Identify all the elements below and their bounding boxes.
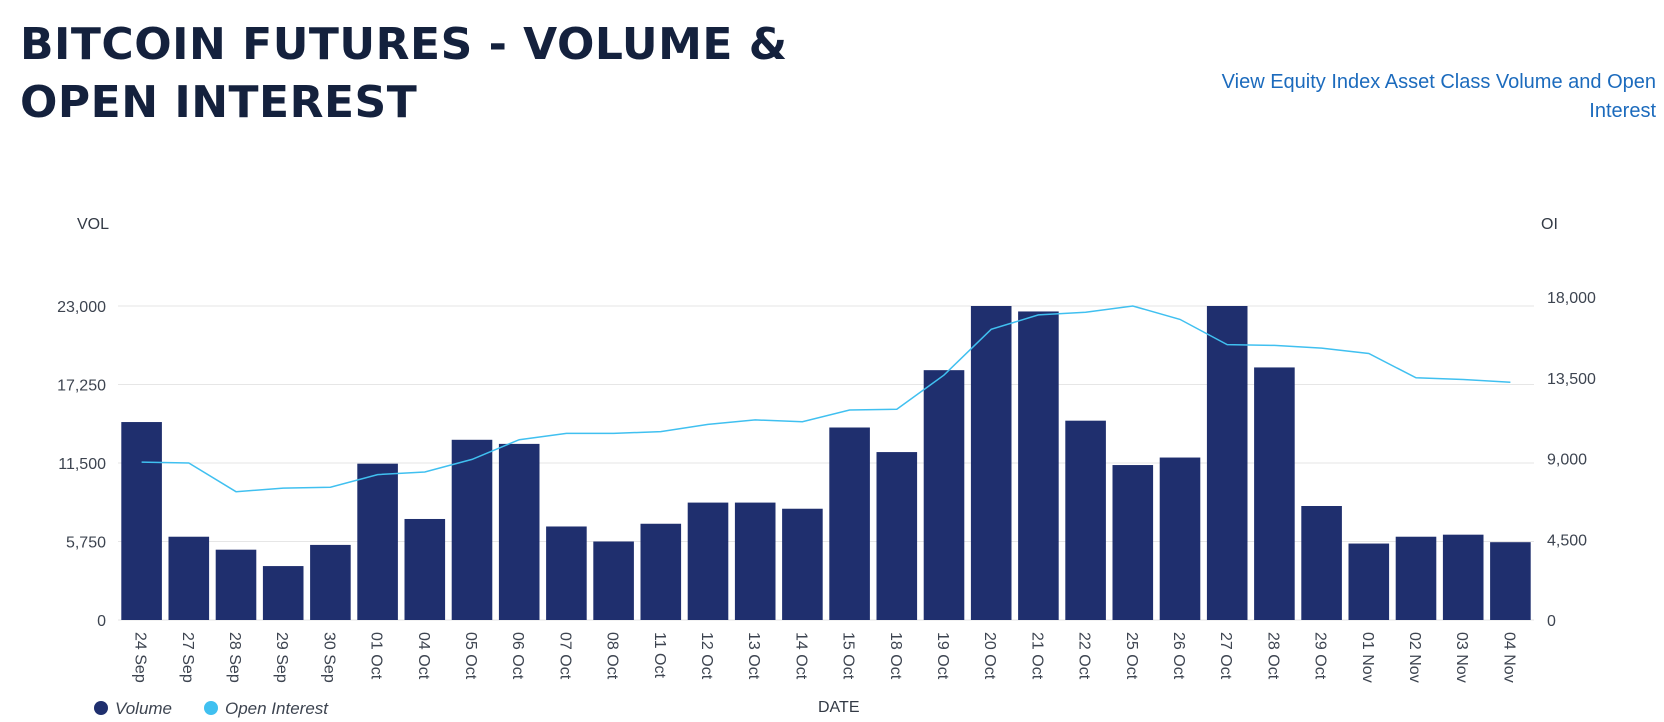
equity-index-link[interactable]: View Equity Index Asset Class Volume and… <box>1221 71 1656 122</box>
x-tick-label: 28 Oct <box>1264 632 1281 680</box>
x-tick-label: 01 Nov <box>1359 632 1376 683</box>
volume-bar[interactable] <box>593 541 634 621</box>
x-tick-label: 05 Oct <box>462 632 479 680</box>
x-tick-label: 12 Oct <box>698 632 715 680</box>
x-tick-label: 22 Oct <box>1076 632 1093 680</box>
volume-bar[interactable] <box>1301 506 1342 620</box>
chart-grid <box>118 305 1534 621</box>
legend-volume-marker <box>94 701 108 715</box>
legend-open-interest-label: Open Interest <box>225 699 329 718</box>
y-tick-left: 5,750 <box>66 535 106 552</box>
x-tick-label: 11 Oct <box>651 632 668 679</box>
y-axis-left-title: VOL <box>77 216 109 233</box>
volume-bar[interactable] <box>1206 306 1248 620</box>
y-tick-left: 17,250 <box>57 378 106 395</box>
x-tick-label: 21 Oct <box>1028 632 1045 680</box>
legend-item-open-interest[interactable]: Open Interest <box>204 699 329 718</box>
left-axis-ticks: 0 5,750 11,500 17,250 23,000 <box>57 299 106 630</box>
volume-bar[interactable] <box>687 502 729 620</box>
x-tick-label: 04 Oct <box>415 632 432 680</box>
volume-bar[interactable] <box>546 526 587 620</box>
x-tick-label: 14 Oct <box>792 632 809 680</box>
x-tick-label: 08 Oct <box>604 632 621 680</box>
legend: Volume Open Interest <box>94 699 329 718</box>
x-tick-label: 06 Oct <box>509 632 526 680</box>
y-tick-right: 9,000 <box>1547 452 1587 469</box>
x-tick-label: 27 Sep <box>179 632 196 683</box>
volume-bar[interactable] <box>640 523 682 620</box>
x-tick-label: 20 Oct <box>981 632 998 680</box>
y-tick-right: 18,000 <box>1547 290 1596 307</box>
y-axis-right-title: OI <box>1541 216 1558 233</box>
volume-bar[interactable] <box>498 443 540 620</box>
y-tick-right: 13,500 <box>1547 371 1596 388</box>
volume-bar[interactable] <box>121 422 162 620</box>
x-tick-label: 02 Nov <box>1406 632 1423 683</box>
x-tick-label: 29 Oct <box>1312 632 1329 680</box>
x-tick-label: 13 Oct <box>745 632 762 680</box>
volume-bar[interactable] <box>262 566 304 620</box>
x-tick-label: 03 Nov <box>1453 632 1470 683</box>
volume-bar[interactable] <box>923 370 965 620</box>
volume-bar[interactable] <box>876 452 918 620</box>
x-tick-label: 26 Oct <box>1170 632 1187 680</box>
y-tick-left: 23,000 <box>57 299 106 316</box>
volume-bar[interactable] <box>782 508 823 620</box>
volume-bar[interactable] <box>1490 542 1531 620</box>
legend-item-volume[interactable]: Volume <box>94 699 172 718</box>
x-tick-label: 07 Oct <box>556 632 573 680</box>
volume-bar[interactable] <box>970 306 1012 620</box>
x-tick-label: 15 Oct <box>840 632 857 680</box>
x-tick-label: 18 Oct <box>887 632 904 680</box>
page-title: BITCOIN FUTURES - VOLUME & OPEN INTEREST <box>20 19 788 128</box>
volume-bar[interactable] <box>404 518 446 620</box>
volume-bar[interactable] <box>451 439 493 620</box>
volume-bar[interactable] <box>357 463 398 620</box>
volume-bar[interactable] <box>310 544 351 620</box>
volume-bar[interactable] <box>1159 457 1201 620</box>
volume-bar[interactable] <box>1018 311 1059 620</box>
volume-bar[interactable] <box>734 502 776 620</box>
x-tick-label: 27 Oct <box>1217 632 1234 680</box>
y-tick-right: 4,500 <box>1547 532 1587 549</box>
volume-bar[interactable] <box>1065 420 1106 620</box>
volume-bar[interactable] <box>168 536 210 620</box>
x-axis-ticks: 24 Sep 27 Sep 28 Sep 29 Sep 30 Sep 01 Oct 04 O… <box>132 632 1518 683</box>
x-tick-label: 24 Sep <box>132 632 149 683</box>
x-axis-title: DATE <box>818 699 859 716</box>
right-axis-ticks: 0 4,500 9,000 13,500 18,000 <box>1547 290 1596 630</box>
x-tick-label: 29 Sep <box>273 632 290 683</box>
volume-bars <box>121 306 1531 621</box>
x-tick-label: 19 Oct <box>934 632 951 680</box>
volume-bar[interactable] <box>1442 534 1484 620</box>
y-tick-left: 11,500 <box>58 456 106 473</box>
legend-volume-label: Volume <box>115 699 172 718</box>
volume-bar[interactable] <box>829 427 870 620</box>
open-interest-line <box>141 305 1511 493</box>
volume-bar[interactable] <box>1348 543 1390 620</box>
volume-bar[interactable] <box>1112 465 1154 620</box>
x-tick-label: 25 Oct <box>1123 632 1140 680</box>
x-tick-label: 30 Sep <box>320 632 337 683</box>
x-tick-label: 01 Oct <box>368 632 385 680</box>
x-tick-label: 28 Sep <box>226 632 243 683</box>
legend-open-interest-marker <box>204 701 218 715</box>
volume-bar[interactable] <box>1395 536 1437 620</box>
volume-bar[interactable] <box>215 549 257 620</box>
volume-bar[interactable] <box>1254 367 1295 620</box>
x-tick-label: 04 Nov <box>1500 632 1517 683</box>
y-tick-left: 0 <box>97 613 106 630</box>
y-tick-right: 0 <box>1547 613 1556 630</box>
